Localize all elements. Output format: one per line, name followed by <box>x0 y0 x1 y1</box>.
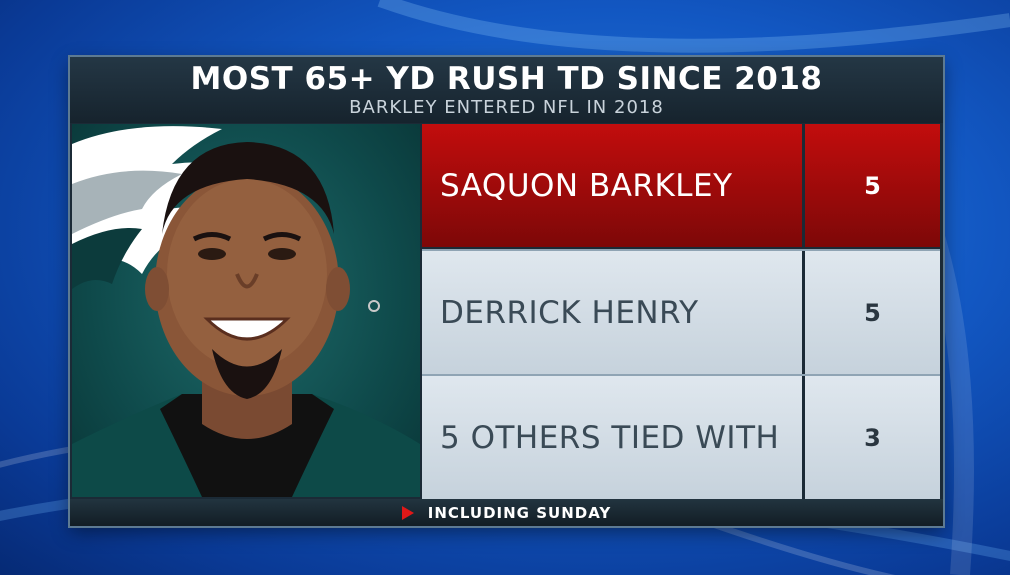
play-arrow-icon <box>401 505 414 520</box>
td-count: 5 <box>805 124 940 247</box>
player-name: 5 OTHERS TIED WITH <box>422 376 802 499</box>
rankings-table: SAQUON BARKLEY 5 DERRICK HENRY 5 5 OTHER… <box>422 124 940 499</box>
player-name: SAQUON BARKLEY <box>422 124 802 247</box>
player-name: DERRICK HENRY <box>422 251 802 374</box>
table-row: 5 OTHERS TIED WITH 3 <box>422 374 940 499</box>
board-title: MOST 65+ YD RUSH TD SINCE 2018 <box>190 61 823 97</box>
stats-board: MOST 65+ YD RUSH TD SINCE 2018 BARKLEY E… <box>70 57 943 526</box>
footer-note: INCLUDING SUNDAY <box>427 503 612 522</box>
td-count: 5 <box>805 251 940 374</box>
table-row: DERRICK HENRY 5 <box>422 249 940 374</box>
board-subtitle: BARKLEY ENTERED NFL IN 2018 <box>349 97 664 118</box>
board-footer: INCLUDING SUNDAY <box>70 499 943 526</box>
td-count: 3 <box>805 376 940 499</box>
table-row: SAQUON BARKLEY 5 <box>422 124 940 247</box>
player-photo <box>72 124 420 497</box>
board-header: MOST 65+ YD RUSH TD SINCE 2018 BARKLEY E… <box>70 57 943 123</box>
